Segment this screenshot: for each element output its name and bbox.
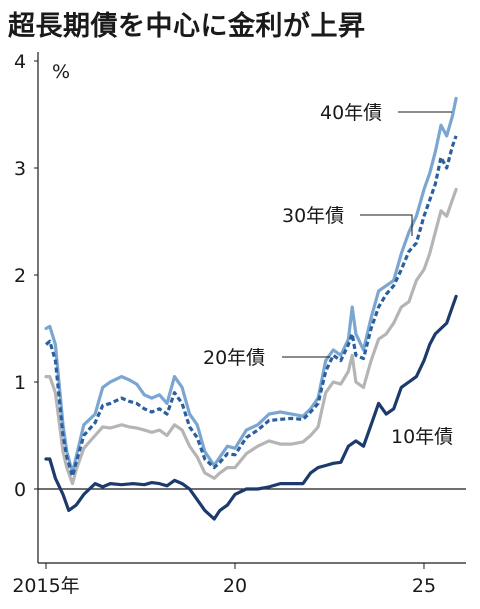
- x-tick-label: 2015年: [12, 575, 79, 597]
- series-line: [44, 187, 458, 486]
- x-tick-label: 25: [412, 575, 436, 597]
- y-tick-label: 3: [14, 158, 26, 180]
- x-tick-label: 20: [223, 575, 247, 597]
- y-tick-label: 4: [14, 51, 26, 73]
- y-tick-label: 2: [14, 265, 26, 287]
- series-labels: 40年債 30年債 20年債 10年債: [203, 102, 453, 448]
- y-unit-label: %: [52, 61, 70, 83]
- axes: 0 1 2 3 4 % 2015年 20 25: [12, 51, 466, 597]
- series-line: [44, 96, 458, 475]
- chart-title: 超長期債を中心に金利が上昇: [8, 11, 366, 42]
- y-tick-label: 0: [14, 479, 26, 501]
- series-label: 10年債: [391, 426, 453, 448]
- series-label: 30年債: [282, 205, 344, 227]
- series-lines: [44, 96, 458, 521]
- series-label-leader: [360, 214, 413, 236]
- series-label: 20年債: [203, 347, 265, 369]
- series-line: [44, 135, 458, 478]
- series-line: [44, 294, 458, 521]
- y-tick-label: 1: [14, 372, 26, 394]
- series-label: 40年債: [320, 102, 382, 124]
